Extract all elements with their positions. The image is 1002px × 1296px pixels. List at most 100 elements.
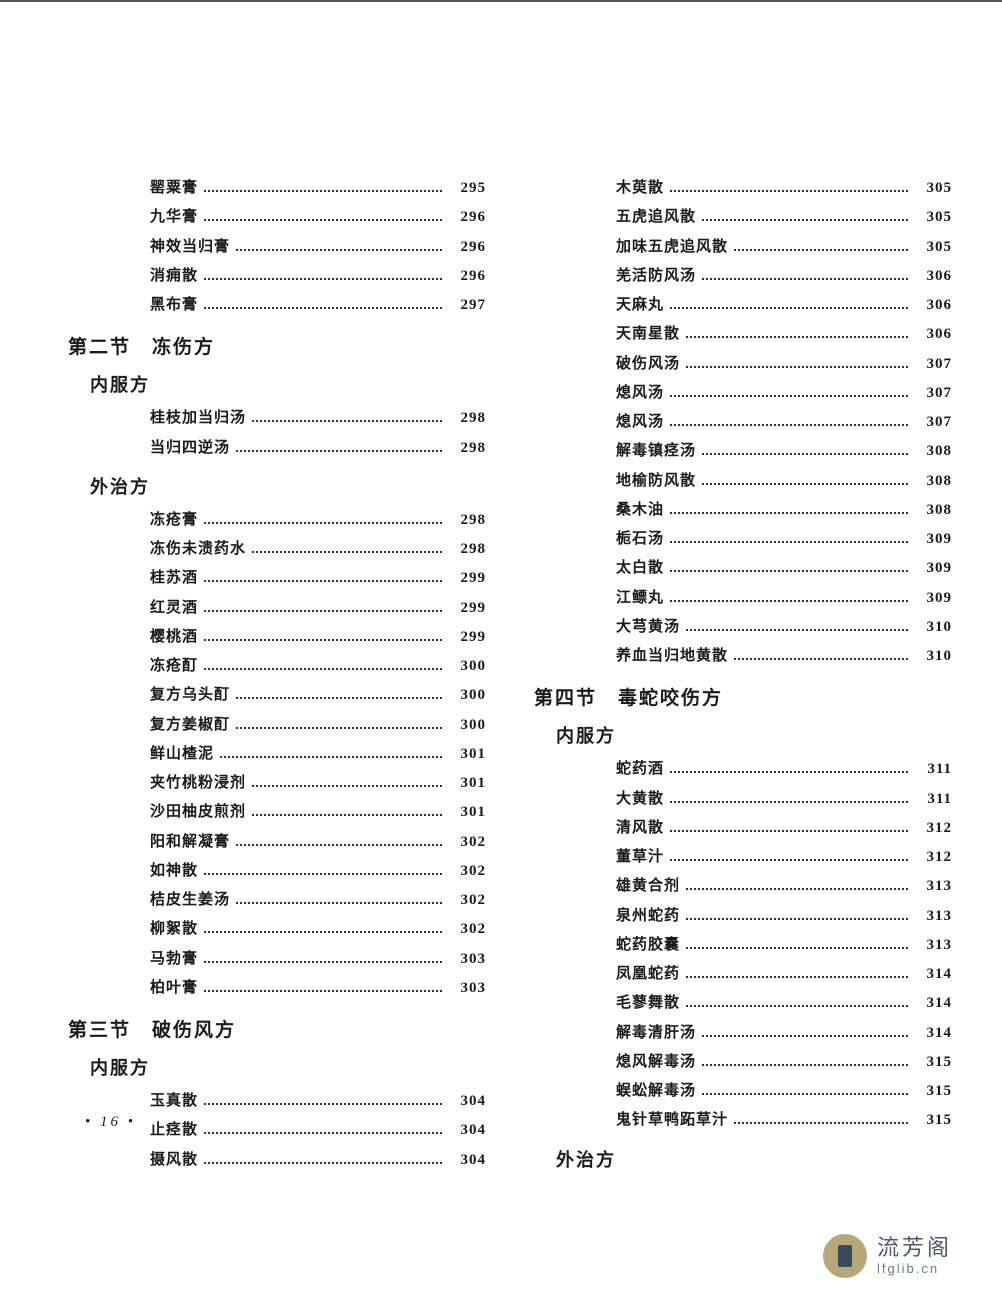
toc-dots	[734, 249, 908, 251]
toc-dots	[236, 844, 442, 846]
toc-entry-page: 311	[914, 756, 952, 782]
document-page: 罂粟膏295九华膏296神效当归膏296消痈散296黑布膏297第二节 冻伤方内…	[0, 0, 1002, 1296]
toc-entry: 雄黄合剂 313	[616, 873, 952, 899]
toc-entry: 桂枝加当归汤298	[150, 405, 486, 431]
toc-entry-name: 养血当归地黄散	[616, 643, 728, 669]
toc-dots	[236, 697, 442, 699]
toc-entry: 地榆防风散308	[616, 468, 952, 494]
toc-entry-page: 307	[914, 380, 952, 406]
toc-dots	[220, 756, 442, 758]
toc-entry-page: 314	[914, 1020, 952, 1046]
toc-entry: 复方姜椒酊300	[150, 712, 486, 738]
toc-dots	[204, 1162, 442, 1164]
toc-entry-page: 299	[448, 624, 486, 650]
toc-entry-page: 309	[914, 555, 952, 581]
toc-dots	[686, 976, 908, 978]
toc-entry-page: 312	[914, 815, 952, 841]
toc-entry: 夹竹桃粉浸剂301	[150, 770, 486, 796]
toc-entry-name: 雄黄合剂	[616, 873, 680, 899]
toc-entry-page: 315	[914, 1049, 952, 1075]
toc-entry: 马勃膏303	[150, 946, 486, 972]
toc-entry: 罂粟膏295	[150, 175, 486, 201]
toc-entry: 大黄散311	[616, 786, 952, 812]
toc-dots	[204, 278, 442, 280]
toc-entry-page: 307	[914, 351, 952, 377]
toc-dots	[686, 366, 908, 368]
toc-entry-page: 309	[914, 526, 952, 552]
toc-entry: 毛蓼舞散314	[616, 990, 952, 1016]
toc-entry: 解毒镇痉汤308	[616, 438, 952, 464]
toc-entry: 蛇药酒311	[616, 756, 952, 782]
toc-entry-name: 破伤风汤	[616, 351, 680, 377]
toc-entry-name: 当归四逆汤	[150, 435, 230, 461]
toc-dots	[702, 483, 908, 485]
toc-dots	[702, 1035, 908, 1037]
toc-dots	[734, 658, 908, 660]
toc-entry-page: 315	[914, 1078, 952, 1104]
section-title: 第四节 毒蛇咬伤方	[534, 683, 952, 710]
toc-entry-name: 地榆防风散	[616, 468, 696, 494]
toc-entry-name: 大芎黄汤	[616, 614, 680, 640]
toc-entry: 冻疮膏298	[150, 507, 486, 533]
subsection-title: 外治方	[90, 473, 486, 499]
toc-entry-page: 311	[914, 786, 952, 812]
toc-entry-name: 加味五虎追风散	[616, 234, 728, 260]
toc-entry: 熄风解毒汤 315	[616, 1049, 952, 1075]
toc-dots	[204, 1132, 442, 1134]
toc-entry-page: 302	[448, 858, 486, 884]
subsection-title: 内服方	[556, 722, 952, 748]
toc-entry-page: 301	[448, 770, 486, 796]
toc-dots	[686, 336, 908, 338]
toc-dots	[204, 931, 442, 933]
toc-dots	[702, 278, 908, 280]
toc-entry: 复方乌头酊300	[150, 682, 486, 708]
toc-entry: 黑布膏297	[150, 292, 486, 318]
toc-entry-page: 303	[448, 946, 486, 972]
toc-entry-page: 310	[914, 643, 952, 669]
toc-entry: 鬼针草鸭跖草汁315	[616, 1107, 952, 1133]
toc-dots	[252, 785, 442, 787]
toc-entry-name: 冻疮酊	[150, 653, 198, 679]
toc-entry: 五虎追风散305	[616, 204, 952, 230]
toc-dots	[670, 395, 908, 397]
toc-entry: 凤凰蛇药314	[616, 961, 952, 987]
subsection-title: 外治方	[556, 1146, 952, 1172]
toc-entry-name: 桂苏酒	[150, 565, 198, 591]
section-title: 第三节 破伤风方	[68, 1015, 486, 1042]
toc-entry-name: 阳和解凝膏	[150, 829, 230, 855]
toc-dots	[670, 830, 908, 832]
toc-entry-page: 301	[448, 799, 486, 825]
toc-entry-name: 江鳔丸	[616, 585, 664, 611]
toc-entry-page: 295	[448, 175, 486, 201]
watermark-cn: 流芳阁	[877, 1235, 952, 1261]
toc-entry-name: 太白散	[616, 555, 664, 581]
toc-dots	[702, 1064, 908, 1066]
toc-entry-page: 300	[448, 712, 486, 738]
toc-entry-name: 泉州蛇药	[616, 903, 680, 929]
toc-entry: 栀石汤309	[616, 526, 952, 552]
toc-entry: 泉州蛇药313	[616, 903, 952, 929]
toc-entry-name: 熄风解毒汤	[616, 1049, 696, 1075]
toc-entry: 太白散 309	[616, 555, 952, 581]
toc-entry-name: 蜈蚣解毒汤	[616, 1078, 696, 1104]
subsection-title: 内服方	[90, 1054, 486, 1080]
right-column: 木萸散305五虎追风散305加味五虎追风散305羌活防风汤306天麻丸306天南…	[516, 172, 952, 1180]
toc-entry-page: 313	[914, 873, 952, 899]
toc-dots	[204, 307, 442, 309]
toc-entry-page: 296	[448, 204, 486, 230]
toc-entry: 天南星散306	[616, 321, 952, 347]
toc-entry: 鲜山楂泥301	[150, 741, 486, 767]
toc-entry-page: 312	[914, 844, 952, 870]
toc-dots	[670, 190, 908, 192]
toc-entry-page: 315	[914, 1107, 952, 1133]
toc-dots	[702, 1093, 908, 1095]
toc-dots	[252, 420, 442, 422]
toc-entry: 冻疮酊300	[150, 653, 486, 679]
toc-entry: 止痉散 304	[150, 1117, 486, 1143]
toc-entry: 破伤风汤 307	[616, 351, 952, 377]
toc-entry-name: 止痉散	[150, 1117, 198, 1143]
toc-dots	[236, 450, 442, 452]
toc-entry-page: 304	[448, 1117, 486, 1143]
toc-entry: 摄风散304	[150, 1147, 486, 1173]
toc-entry-page: 304	[448, 1147, 486, 1173]
